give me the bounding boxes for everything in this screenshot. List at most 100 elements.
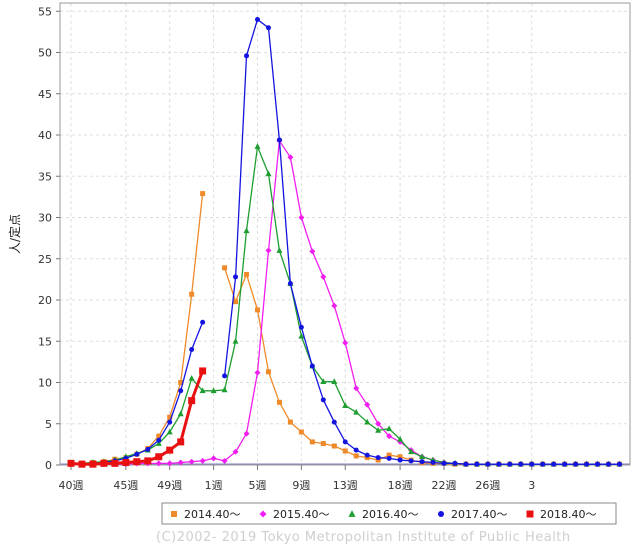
data-point [134, 451, 140, 457]
data-point [386, 433, 393, 440]
legend-label: 2016.40～ [362, 508, 419, 521]
data-point [287, 281, 293, 286]
data-point [331, 419, 337, 425]
data-point [375, 420, 382, 427]
data-point [606, 461, 612, 467]
data-point [320, 397, 326, 403]
data-point [298, 332, 305, 339]
data-point [386, 455, 392, 461]
data-point [573, 461, 579, 467]
data-point [353, 447, 359, 453]
data-point [167, 419, 173, 425]
legend-label: 2015.40～ [273, 508, 330, 521]
data-point [463, 461, 469, 467]
data-point [233, 299, 239, 305]
data-point [408, 448, 415, 455]
data-point [155, 460, 162, 467]
y-axis-title: 人/定点 [7, 214, 22, 254]
data-point [78, 460, 86, 468]
data-point [342, 402, 349, 408]
data-point [364, 401, 371, 408]
data-point [320, 273, 327, 280]
y-axis: 0 5 10 15 20 25 30 35 40 45 50 55 [38, 5, 60, 472]
data-point [100, 459, 108, 467]
y-tick-label: 35 [38, 170, 52, 183]
data-point [144, 457, 152, 465]
data-point [67, 459, 75, 467]
legend-marker [171, 511, 177, 517]
legend-label: 2018.40～ [540, 508, 597, 521]
data-point [331, 302, 338, 309]
data-point [298, 324, 304, 330]
data-point [276, 399, 282, 405]
data-point [287, 419, 293, 425]
data-point [199, 457, 206, 464]
y-tick-label: 10 [38, 377, 52, 390]
grid [60, 3, 630, 465]
data-point [265, 170, 272, 177]
data-point [155, 440, 162, 446]
data-point [430, 460, 436, 466]
y-tick-label: 20 [38, 294, 52, 307]
x-tick-label: 18週 [388, 479, 413, 492]
y-tick-label: 50 [38, 47, 52, 60]
data-point [177, 459, 184, 466]
data-point [189, 291, 195, 297]
legend-label: 2017.40～ [451, 508, 508, 521]
data-point [210, 387, 217, 394]
x-tick-label: 9週 [292, 479, 310, 492]
data-point [89, 460, 97, 468]
data-point [342, 448, 348, 454]
data-point [342, 439, 348, 445]
copyright-credit: (C)2002- 2019 Tokyo Metropolitan Institu… [156, 530, 571, 545]
y-tick-label: 5 [45, 418, 52, 431]
data-point [156, 433, 162, 439]
x-tick-label: 13週 [333, 479, 358, 492]
y-tick-label: 25 [38, 253, 52, 266]
legend-marker [526, 510, 534, 518]
data-point [188, 397, 196, 405]
data-point [244, 271, 250, 277]
x-tick-label: 45週 [113, 479, 138, 492]
x-tick-label: 40週 [59, 479, 84, 492]
data-point [210, 455, 217, 462]
data-point [562, 461, 568, 467]
data-point [243, 227, 250, 234]
data-point [309, 363, 315, 369]
data-point [507, 461, 513, 467]
y-tick-label: 0 [45, 459, 52, 472]
data-point [518, 461, 524, 467]
data-point [166, 460, 173, 467]
data-point [178, 380, 184, 385]
data-point [265, 247, 272, 254]
legend-marker [348, 510, 356, 517]
y-tick-label: 55 [38, 5, 52, 18]
data-point [244, 53, 250, 59]
data-point [200, 191, 206, 197]
y-tick-label: 30 [38, 212, 52, 225]
x-tick-label: 26週 [475, 479, 500, 492]
data-point [595, 461, 601, 467]
data-point [276, 137, 282, 143]
data-point [309, 248, 316, 255]
x-axis: 40週 45週 49週 1週 5週 9週 13週 18週 22週 26週 3 [59, 465, 535, 492]
data-point [331, 378, 338, 385]
data-point [233, 274, 239, 280]
legend: 2014.40～ 2015.40～ 2016.40～ 2017.40～ 2018.40～ [161, 502, 617, 525]
data-point [375, 426, 382, 433]
data-point [221, 457, 228, 464]
data-point [265, 369, 271, 375]
data-point [408, 458, 414, 464]
data-point [111, 459, 119, 467]
y-tick-label: 40 [38, 129, 52, 142]
data-point [188, 375, 195, 381]
data-point [276, 247, 283, 253]
data-point [309, 439, 315, 445]
data-point [221, 386, 228, 393]
data-point [200, 319, 206, 325]
data-point [364, 418, 371, 425]
x-tick-label: 3 [528, 479, 535, 492]
data-point [364, 452, 370, 458]
data-point [419, 453, 426, 460]
data-point [584, 461, 590, 467]
